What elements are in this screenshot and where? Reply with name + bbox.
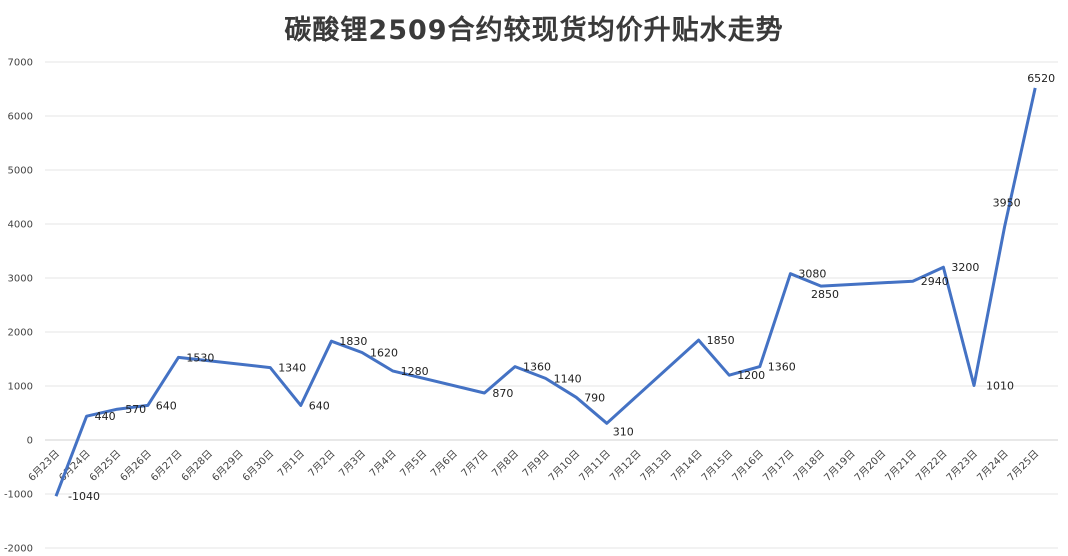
data-label: 790 xyxy=(584,391,605,404)
x-tick-label: 7月11日 xyxy=(577,448,613,484)
data-label: -1040 xyxy=(68,490,100,503)
y-tick-label: -1000 xyxy=(4,490,33,501)
data-label: 1010 xyxy=(986,379,1014,392)
data-label: 1340 xyxy=(278,362,306,375)
x-tick-label: 7月20日 xyxy=(852,448,888,484)
y-tick-label: 6000 xyxy=(8,112,33,123)
x-tick-label: 7月10日 xyxy=(546,448,582,484)
x-tick-label: 6月26日 xyxy=(118,448,154,484)
x-tick-label: 7月16日 xyxy=(730,448,766,484)
x-tick-label: 7月25日 xyxy=(1005,448,1041,484)
x-tick-label: 7月17日 xyxy=(760,448,796,484)
x-tick-label: 7月24日 xyxy=(975,448,1011,484)
x-tick-label: 6月30日 xyxy=(240,448,276,484)
y-axis: -2000 -1000 0 1000 2000 3000 4000 5000 6000 7000 xyxy=(4,58,33,555)
series-line xyxy=(54,87,1037,497)
x-tick-label: 7月5日 xyxy=(398,448,430,480)
x-tick-label: 6月29日 xyxy=(210,448,246,484)
x-tick-label: 7月23日 xyxy=(944,448,980,484)
x-tick-label: 7月12日 xyxy=(607,448,643,484)
data-label: 1200 xyxy=(737,369,765,382)
data-label: 640 xyxy=(309,399,330,412)
x-tick-label: 7月18日 xyxy=(791,448,827,484)
y-tick-label: 7000 xyxy=(8,58,33,69)
data-label: 310 xyxy=(613,425,634,438)
x-tick-label: 7月22日 xyxy=(913,448,949,484)
x-tick-label: 7月21日 xyxy=(883,448,919,484)
data-label: 1530 xyxy=(186,351,214,364)
data-label: 2850 xyxy=(811,288,839,301)
x-tick-label: 6月23日 xyxy=(26,448,62,484)
x-tick-label: 7月19日 xyxy=(822,448,858,484)
y-tick-label: 5000 xyxy=(8,166,33,177)
x-tick-label: 6月27日 xyxy=(148,448,184,484)
gridlines xyxy=(45,61,1058,549)
data-label: 1620 xyxy=(370,347,398,360)
x-tick-label: 7月13日 xyxy=(638,448,674,484)
data-label: 3950 xyxy=(993,197,1021,210)
data-label: 3200 xyxy=(951,261,979,274)
x-tick-label: 6月25日 xyxy=(87,448,123,484)
x-tick-label: 7月8日 xyxy=(489,448,521,480)
data-label: 1360 xyxy=(768,361,796,374)
data-label: 1140 xyxy=(554,372,582,385)
x-tick-label: 7月7日 xyxy=(459,448,491,480)
x-tick-label: 7月6日 xyxy=(428,448,460,480)
data-label: 3080 xyxy=(798,268,826,281)
data-label: 1360 xyxy=(523,361,551,374)
data-label: 640 xyxy=(156,399,177,412)
y-tick-label: 4000 xyxy=(8,220,33,231)
x-tick-label: 7月14日 xyxy=(669,448,705,484)
data-label: 440 xyxy=(95,410,116,423)
y-tick-label: 1000 xyxy=(8,382,33,393)
y-tick-label: 3000 xyxy=(8,274,33,285)
data-label: 1280 xyxy=(401,365,429,378)
x-axis: 6月23日6月24日6月25日6月26日6月27日6月28日6月29日6月30日… xyxy=(26,448,1041,484)
data-label: 2940 xyxy=(921,275,949,288)
y-tick-label: 2000 xyxy=(8,328,33,339)
data-label: 570 xyxy=(125,403,146,416)
x-tick-label: 7月2日 xyxy=(306,448,338,480)
data-label: 1850 xyxy=(707,334,735,347)
x-tick-label: 7月4日 xyxy=(367,448,399,480)
y-tick-label: 0 xyxy=(27,436,33,447)
x-tick-label: 7月3日 xyxy=(336,448,368,480)
data-label: 870 xyxy=(492,387,513,400)
data-label: 1830 xyxy=(339,335,367,348)
series-line-group xyxy=(54,87,1037,497)
x-tick-label: 6月28日 xyxy=(179,448,215,484)
chart-title: 碳酸锂2509合约较现货均价升贴水走势 xyxy=(284,15,784,46)
y-tick-label: -2000 xyxy=(4,544,33,555)
x-tick-label: 7月15日 xyxy=(699,448,735,484)
x-tick-label: 7月1日 xyxy=(275,448,307,480)
data-label: 6520 xyxy=(1027,72,1055,85)
